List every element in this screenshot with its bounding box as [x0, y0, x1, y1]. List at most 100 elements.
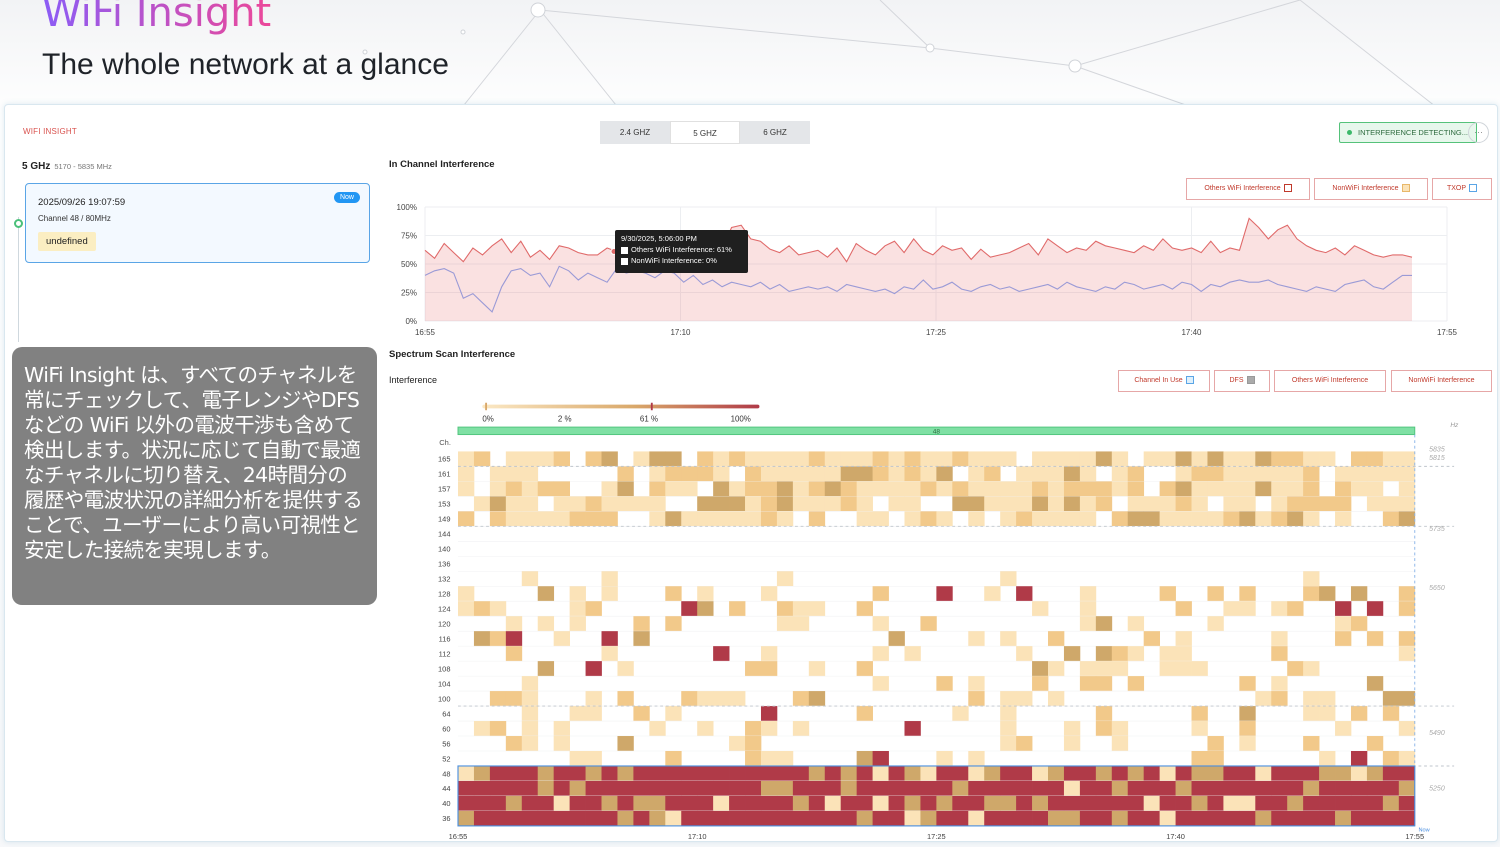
heat-cell [1016, 795, 1033, 811]
channel-label: 136 [438, 560, 450, 569]
in-channel-chart[interactable]: 0% 25% 50% 75% 100% 16:55 17:10 17:25 17:40 17:55 [389, 193, 1495, 343]
heat-cell [1000, 765, 1017, 781]
heat-cell [1255, 481, 1272, 497]
heat-cell [617, 466, 634, 482]
heat-cell [872, 646, 889, 662]
heat-cell [601, 780, 618, 796]
spectrum-heatmap[interactable]: 0% 2 % 61 % 100% Ch. Hz 48 165 161 157 153 149 144 14… [389, 399, 1495, 839]
channel-label: 149 [438, 515, 450, 524]
heat-cell [489, 780, 507, 796]
heat-cell [1382, 511, 1400, 527]
heat-cell [1095, 765, 1113, 781]
tab-2-4ghz[interactable]: 2.4 GHZ [600, 121, 670, 144]
heat-cell [745, 466, 762, 482]
heat-cell [681, 810, 698, 826]
heat-cell [1207, 451, 1224, 467]
heat-cell [1239, 736, 1256, 751]
tab-6ghz[interactable]: 6 GHZ [740, 121, 810, 144]
heat-cell [1127, 466, 1145, 482]
channel-label: 140 [438, 545, 450, 554]
heat-cell [569, 795, 586, 811]
heat-cell [904, 481, 921, 497]
heat-cell [489, 721, 507, 737]
heat-cell [1366, 601, 1384, 617]
heat-cell [1335, 780, 1352, 796]
heat-cell [760, 511, 778, 527]
heat-cell [1191, 810, 1208, 826]
more-options-button[interactable]: ··· [1468, 122, 1489, 143]
heat-cell [1350, 586, 1368, 602]
legend-spectrum-others-wifi-label: Others WiFi Interference [1291, 377, 1369, 384]
heat-cell [1287, 601, 1304, 617]
legend-spectrum-others-wifi[interactable]: Others WiFi Interference [1274, 370, 1386, 392]
channel-label: 153 [438, 500, 450, 509]
heat-cell [840, 466, 858, 482]
legend-txop[interactable]: TXOP [1432, 178, 1492, 200]
heat-cell [585, 706, 602, 722]
heat-cell [808, 661, 826, 677]
legend-channel-in-use[interactable]: Channel In Use [1118, 370, 1210, 392]
legend-nonwifi[interactable]: NonWiFi Interference [1314, 178, 1428, 200]
heat-cell [665, 706, 682, 722]
heat-cell [1319, 706, 1336, 722]
heat-cell [1063, 810, 1081, 826]
heat-cell [1143, 496, 1161, 512]
heat-cell [1207, 511, 1224, 527]
interference-status-badge[interactable]: INTERFERENCE DETECTING... [1339, 122, 1478, 143]
in-channel-title: In Channel Interference [389, 159, 495, 170]
heat-cell [1111, 780, 1129, 796]
tab-5ghz[interactable]: 5 GHZ [670, 121, 740, 144]
heat-cell [936, 765, 953, 781]
heat-cell [537, 511, 555, 527]
heat-cell [1095, 706, 1113, 722]
y-tick-label: 75% [401, 232, 417, 241]
heat-cell [1382, 765, 1400, 781]
heat-cell [840, 481, 858, 497]
legend-spectrum-nonwifi[interactable]: NonWiFi Interference [1391, 370, 1492, 392]
heat-cell [713, 466, 730, 482]
heat-cell [697, 511, 714, 527]
heat-cell [553, 810, 570, 826]
heat-cell [617, 795, 634, 811]
heat-cell [776, 616, 794, 632]
channel-label: 104 [438, 679, 450, 688]
heat-cell [489, 631, 507, 647]
legend-others-wifi[interactable]: Others WiFi Interference [1186, 178, 1310, 200]
heat-cell [872, 795, 889, 811]
heat-cell [505, 466, 523, 482]
legend-dfs[interactable]: DFS [1214, 370, 1270, 392]
heat-cell [665, 466, 682, 482]
heat-cell [1079, 676, 1097, 692]
channel-label: 48 [442, 769, 450, 778]
heat-cell [1366, 810, 1384, 826]
heat-cell [1079, 810, 1097, 826]
channel-label: 144 [438, 530, 450, 539]
heat-cell [1143, 795, 1161, 811]
heat-cell [713, 795, 730, 811]
heat-cell [1319, 780, 1336, 796]
heat-cell [1382, 780, 1400, 796]
heat-cell [792, 721, 810, 737]
heat-cell [633, 795, 650, 811]
heat-cell [1271, 795, 1288, 811]
event-card[interactable]: 2025/09/26 19:07:59 Channel 48 / 80MHz u… [25, 183, 370, 263]
heat-cell [633, 616, 650, 632]
heat-cell [1350, 780, 1368, 796]
heat-cell [760, 586, 778, 602]
channel-label: 132 [438, 575, 450, 584]
heat-cell [920, 511, 937, 527]
selected-channel-box [457, 765, 1416, 827]
heat-cell [697, 780, 714, 796]
x-tick-label: 17:25 [926, 328, 947, 337]
heat-cell [1048, 795, 1065, 811]
heat-cell [776, 496, 794, 512]
heat-cell [1382, 810, 1400, 826]
heat-cell [936, 511, 953, 527]
heat-cell [1271, 496, 1288, 512]
heat-cell [760, 646, 778, 662]
heat-cell [1079, 511, 1097, 527]
heat-cell [1111, 451, 1129, 467]
x-tick-label: 17:55 [1437, 328, 1458, 337]
heat-cell [633, 496, 650, 512]
x-tick-label: 17:40 [1166, 832, 1185, 839]
